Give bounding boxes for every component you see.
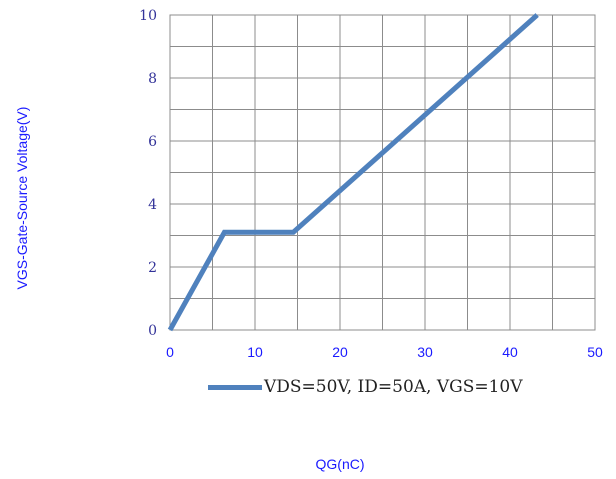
y-axis-label: VGS-Gate-Source Voltage(V) bbox=[14, 106, 30, 290]
x-tick-label: 10 bbox=[247, 344, 263, 360]
y-tick-label: 4 bbox=[148, 197, 157, 213]
y-tick-label: 0 bbox=[148, 323, 157, 339]
legend-swatch bbox=[208, 384, 262, 390]
y-tick-label: 8 bbox=[148, 71, 157, 87]
x-tick-label: 50 bbox=[587, 344, 603, 360]
x-tick-label: 20 bbox=[332, 344, 348, 360]
x-tick-label: 30 bbox=[417, 344, 433, 360]
legend: VDS=50V, ID=50A, VGS=10V bbox=[208, 374, 523, 400]
legend-label: VDS=50V, ID=50A, VGS=10V bbox=[264, 377, 523, 397]
plot-border bbox=[169, 14, 596, 331]
x-axis-label: QG(nC) bbox=[315, 456, 365, 472]
series-line-0 bbox=[167, 13, 539, 332]
y-tick-label: 2 bbox=[148, 260, 157, 276]
x-tick-label: 40 bbox=[502, 344, 518, 360]
y-tick-label: 6 bbox=[148, 134, 157, 150]
x-tick-label: 0 bbox=[166, 344, 174, 360]
y-tick-label: 10 bbox=[139, 8, 157, 24]
